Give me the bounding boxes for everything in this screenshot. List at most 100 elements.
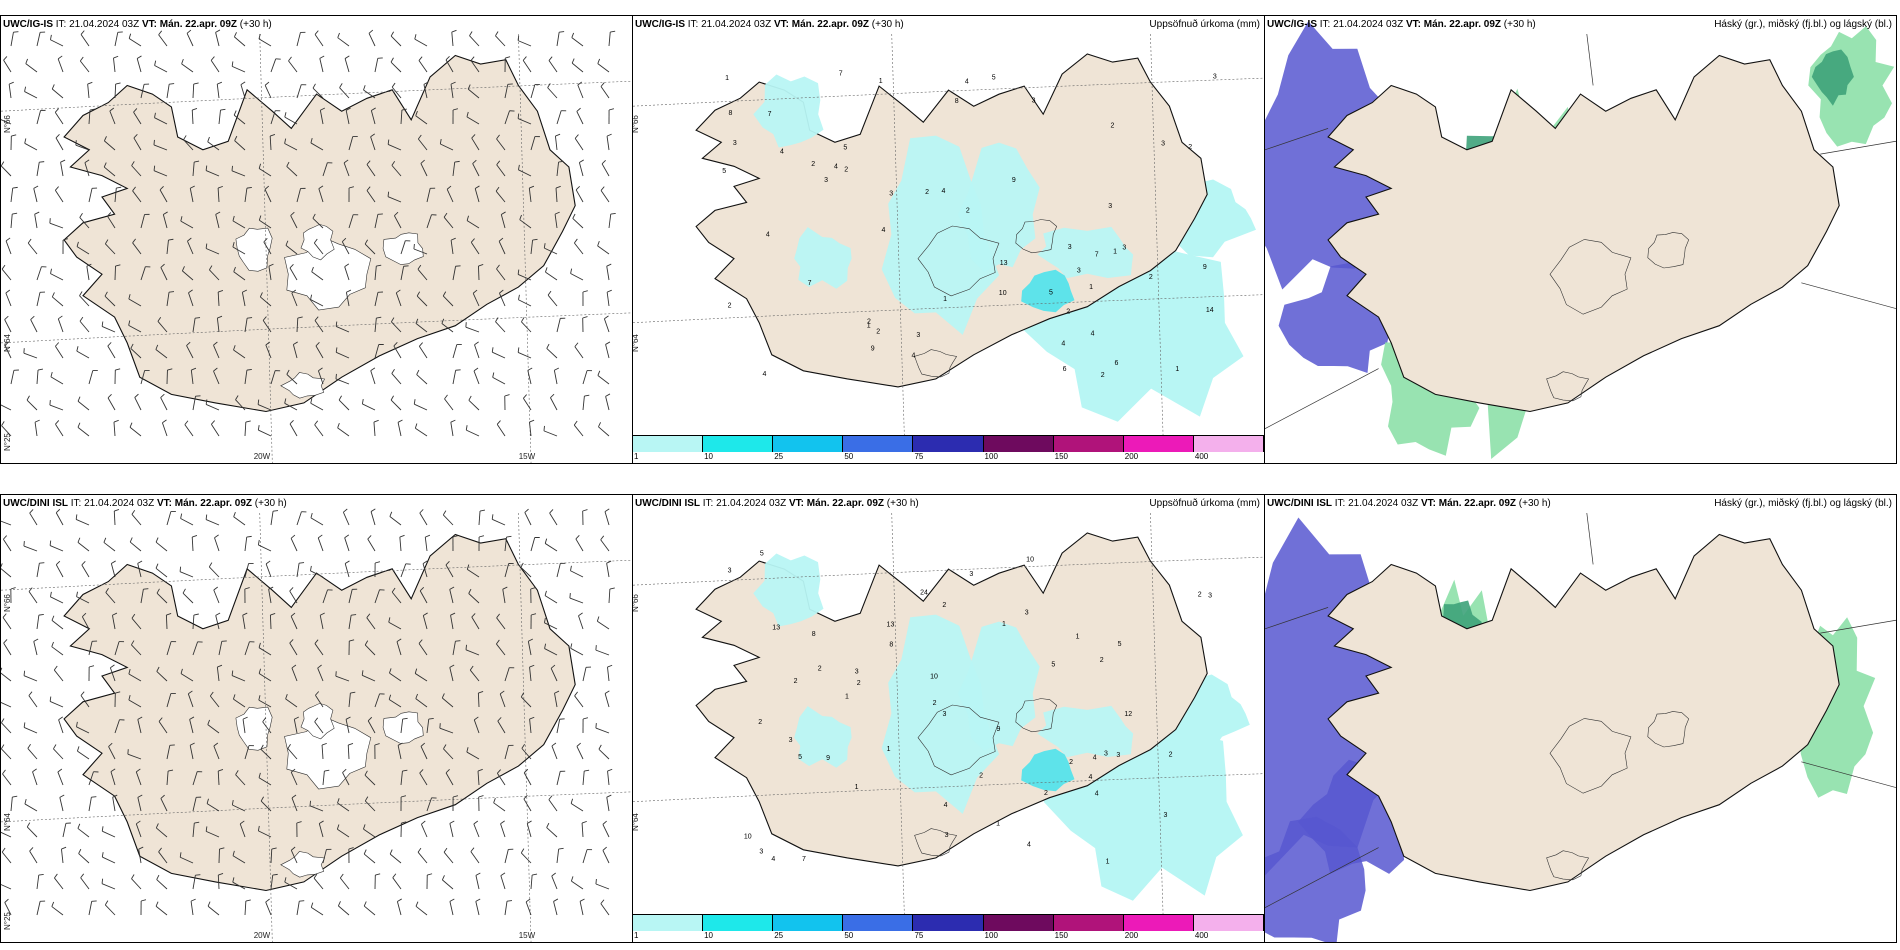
colorbar-swatch xyxy=(983,436,1054,452)
colorbar-swatch xyxy=(773,915,844,931)
glacier-outline xyxy=(1546,850,1590,881)
colorbar-tick-label: 200 xyxy=(1124,452,1139,461)
precip-amount: 2 xyxy=(728,303,732,310)
precip-amount: 5 xyxy=(798,754,802,761)
precip-amount: 4 xyxy=(965,78,969,85)
latitude-label: N°64 xyxy=(3,334,12,353)
precip-amount: 3 xyxy=(1104,751,1108,758)
latitude-label: N°64 xyxy=(3,813,12,832)
glacier xyxy=(280,372,326,399)
colorbar-tick-label: 50 xyxy=(844,931,854,940)
precip-amount: 3 xyxy=(1116,752,1120,759)
precip-amount: 3 xyxy=(889,191,893,198)
panel-header: UWC/DINI ISL IT: 21.04.2024 03Z VT: Mán.… xyxy=(3,498,287,509)
high-cloud-area xyxy=(1811,49,1854,106)
precip-area xyxy=(753,74,824,148)
colorbar-swatch xyxy=(1053,436,1124,452)
lat-lon-grid xyxy=(1,33,632,463)
init-time: IT: 21.04.2024 03Z xyxy=(687,19,772,30)
cloud-cover-map-panel: UWC/DINI ISL IT: 21.04.2024 03Z VT: Mán.… xyxy=(1264,494,1897,943)
precip-amount: 2 xyxy=(876,328,880,335)
precip-amount: 1 xyxy=(1002,621,1006,628)
precip-amount: 2 xyxy=(857,680,861,687)
precip-amount: 4 xyxy=(780,148,784,155)
precip-amount: 9 xyxy=(871,345,875,352)
wind-map xyxy=(1,29,632,463)
precip-area xyxy=(1037,705,1134,758)
precip-amount: 3 xyxy=(1161,141,1165,148)
lead-time: (+30 h) xyxy=(886,498,919,509)
precip-amount: 4 xyxy=(944,802,948,809)
colorbar-swatch xyxy=(1193,436,1264,452)
glacier xyxy=(280,851,326,878)
colorbar-swatch xyxy=(1123,915,1194,931)
colorbar-swatch xyxy=(773,436,844,452)
product-label: Uppsöfnuð úrkoma (mm) xyxy=(1149,498,1260,509)
latitude-label: N°66 xyxy=(632,115,640,134)
glacier xyxy=(300,703,335,740)
longitude-label: 15W xyxy=(518,931,536,940)
latitude-label: N°64 xyxy=(632,334,640,353)
colorbar-swatch xyxy=(1053,915,1124,931)
region-boundaries xyxy=(1265,512,1896,908)
precip-amount: 1 xyxy=(855,784,859,791)
lat-lon-grid xyxy=(1,512,632,942)
precip-amount: 3 xyxy=(1163,812,1167,819)
precip-amount: 7 xyxy=(768,111,772,118)
cloud-map xyxy=(1265,512,1896,942)
cloud-cover-map-panel: UWC/IG-IS IT: 21.04.2024 03Z VT: Mán. 22… xyxy=(1264,15,1897,464)
precip-amount: 7 xyxy=(1095,251,1099,258)
precip-amount: 6 xyxy=(1114,360,1118,367)
precip-amount: 2 xyxy=(1044,790,1048,797)
precip-amount: 10 xyxy=(1026,556,1034,563)
precip-amount: 4 xyxy=(771,856,775,863)
precip-amount: 4 xyxy=(942,188,946,195)
precip-amount: 3 xyxy=(1213,74,1217,81)
precip-amount: 5 xyxy=(1051,662,1055,669)
precip-amount: 2 xyxy=(933,700,937,707)
precip-amount: 1 xyxy=(1106,859,1110,866)
precip-amount: 1 xyxy=(1076,633,1080,640)
precip-amount: 2 xyxy=(1198,592,1202,599)
precip-area xyxy=(1037,226,1134,279)
lead-time: (+30 h) xyxy=(871,19,904,30)
wind-map-panel: UWC/IG-IS IT: 21.04.2024 03Z VT: Mán. 22… xyxy=(0,15,633,464)
init-time: IT: 21.04.2024 03Z xyxy=(1334,498,1419,509)
precip-amount: 4 xyxy=(762,371,766,378)
colorbar-tick-label: 150 xyxy=(1054,931,1069,940)
precip-amount: 5 xyxy=(1049,289,1053,296)
glacier xyxy=(235,227,273,272)
colorbar-swatch xyxy=(843,915,914,931)
precip-amount: 3 xyxy=(1032,98,1036,105)
model-name: UWC/DINI ISL xyxy=(635,498,700,509)
precip-amount: 2 xyxy=(979,772,983,779)
precip-amount: 13 xyxy=(1000,260,1008,267)
colorbar-tick-label: 1 xyxy=(634,452,639,461)
latitude-label: N°64 xyxy=(632,813,640,832)
precip-over-land xyxy=(753,553,1134,814)
precip-amount: 4 xyxy=(1095,791,1099,798)
precip-amount: 10 xyxy=(999,290,1007,297)
precip-amount: 7 xyxy=(839,70,843,77)
colorbar-tick-label: 25 xyxy=(774,931,784,940)
precip-amount: 4 xyxy=(1091,330,1095,337)
colorbar-tick-label: 75 xyxy=(914,931,924,940)
longitude-label: 20W xyxy=(253,452,271,461)
panel-header: UWC/IG-IS IT: 21.04.2024 03Z VT: Mán. 22… xyxy=(1267,19,1536,30)
precip-amount: 3 xyxy=(733,140,737,147)
precip-amount: 14 xyxy=(1206,307,1214,314)
precip-amount: 4 xyxy=(1027,841,1031,848)
precip-amount: 4 xyxy=(1061,340,1065,347)
precip-amount: 3 xyxy=(855,669,859,676)
colorbar-tick-label: 100 xyxy=(984,452,998,461)
colorbar-swatch xyxy=(983,915,1054,931)
colorbar-tick-label: 100 xyxy=(984,931,998,940)
precip-amount: 1 xyxy=(996,821,1000,828)
precip-colorbar xyxy=(633,914,1264,931)
latitude-label: N°66 xyxy=(632,594,640,613)
precip-area xyxy=(957,142,1040,272)
precip-amount: 9 xyxy=(1012,177,1016,184)
precip-amount: 1 xyxy=(943,296,947,303)
